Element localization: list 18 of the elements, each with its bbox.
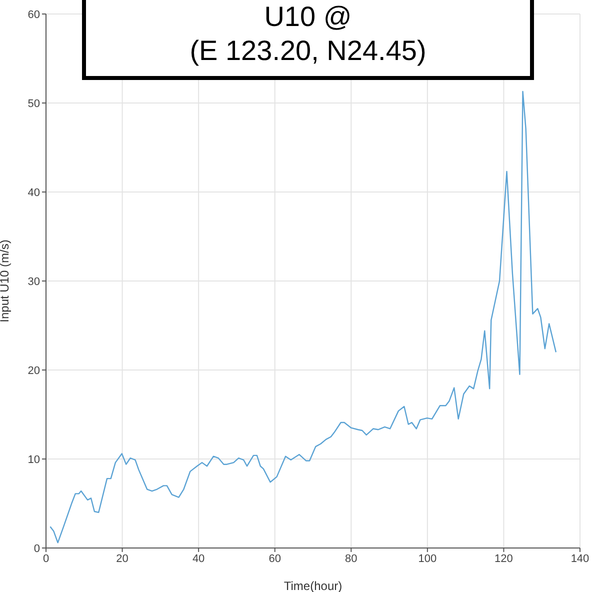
x-tick-label: 100 — [418, 552, 437, 565]
y-tick-label: 40 — [28, 186, 40, 199]
y-tick-label: 60 — [28, 8, 40, 21]
y-tick-label: 30 — [28, 276, 40, 288]
y-tick-label: 20 — [28, 364, 40, 377]
y-tick-label: 50 — [28, 98, 40, 110]
y-tick-label: 10 — [28, 454, 40, 466]
x-tick-label: 140 — [570, 552, 590, 565]
x-tick-label: 0 — [42, 552, 50, 565]
x-tick-label: 40 — [192, 552, 205, 565]
x-tick-label: 120 — [494, 552, 513, 565]
x-tick-label: 20 — [116, 552, 128, 565]
y-axis-title: Input U10 (m/s) — [0, 240, 12, 322]
x-tick-label: 80 — [345, 552, 358, 565]
chart-title: U10 @ (E 123.20, N24.45) — [188, 0, 428, 68]
line-series — [50, 90, 557, 544]
y-tick-label: 0 — [34, 542, 40, 555]
x-tick-label: 60 — [268, 552, 281, 565]
